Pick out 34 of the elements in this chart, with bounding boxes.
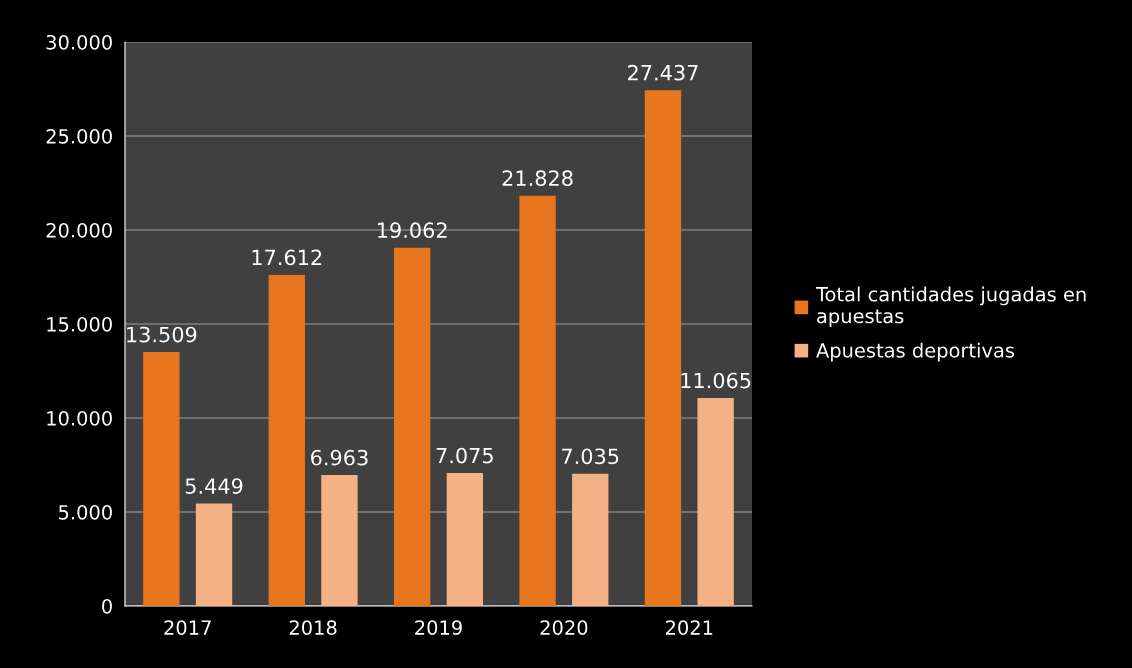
y-tick-label: 0 [102,598,112,614]
bar [321,475,358,606]
bar [393,247,431,606]
data-label: 7.075 [436,447,493,464]
data-label: 17.612 [252,249,322,266]
data-label: 6.963 [311,449,368,466]
y-tick-label: 5.000 [59,504,112,520]
bar [143,352,180,606]
x-tick-label: 2018 [289,620,337,635]
legend-label: Total cantidades jugadas en apuestas [815,286,1086,328]
y-tick-label: 25.000 [46,128,112,144]
x-tick-label: 2020 [540,620,588,635]
data-label: 13.509 [127,326,197,343]
data-label: 5.449 [185,478,243,494]
bar [446,472,484,606]
data-label: 19.062 [378,222,447,239]
bar [268,274,305,606]
y-tick-label: 30.000 [46,34,112,50]
data-label: 21.828 [502,170,573,187]
bar [195,503,233,606]
data-label: 11.065 [681,372,751,389]
x-tick-label: 2017 [164,620,211,635]
data-label: 27.437 [628,64,698,81]
y-tick-label: 15.000 [47,316,112,332]
data-label: 7.035 [562,448,619,465]
bar [519,195,556,606]
x-tick-label: 2019 [415,620,462,635]
x-tick-label: 2021 [665,620,713,635]
y-tick-label: 20.000 [46,222,112,238]
y-tick-label: 10.000 [47,410,112,426]
legend-label: Apuestas deportivas [816,342,1015,362]
bar [697,397,734,606]
bar [644,90,682,606]
bar [572,473,609,606]
